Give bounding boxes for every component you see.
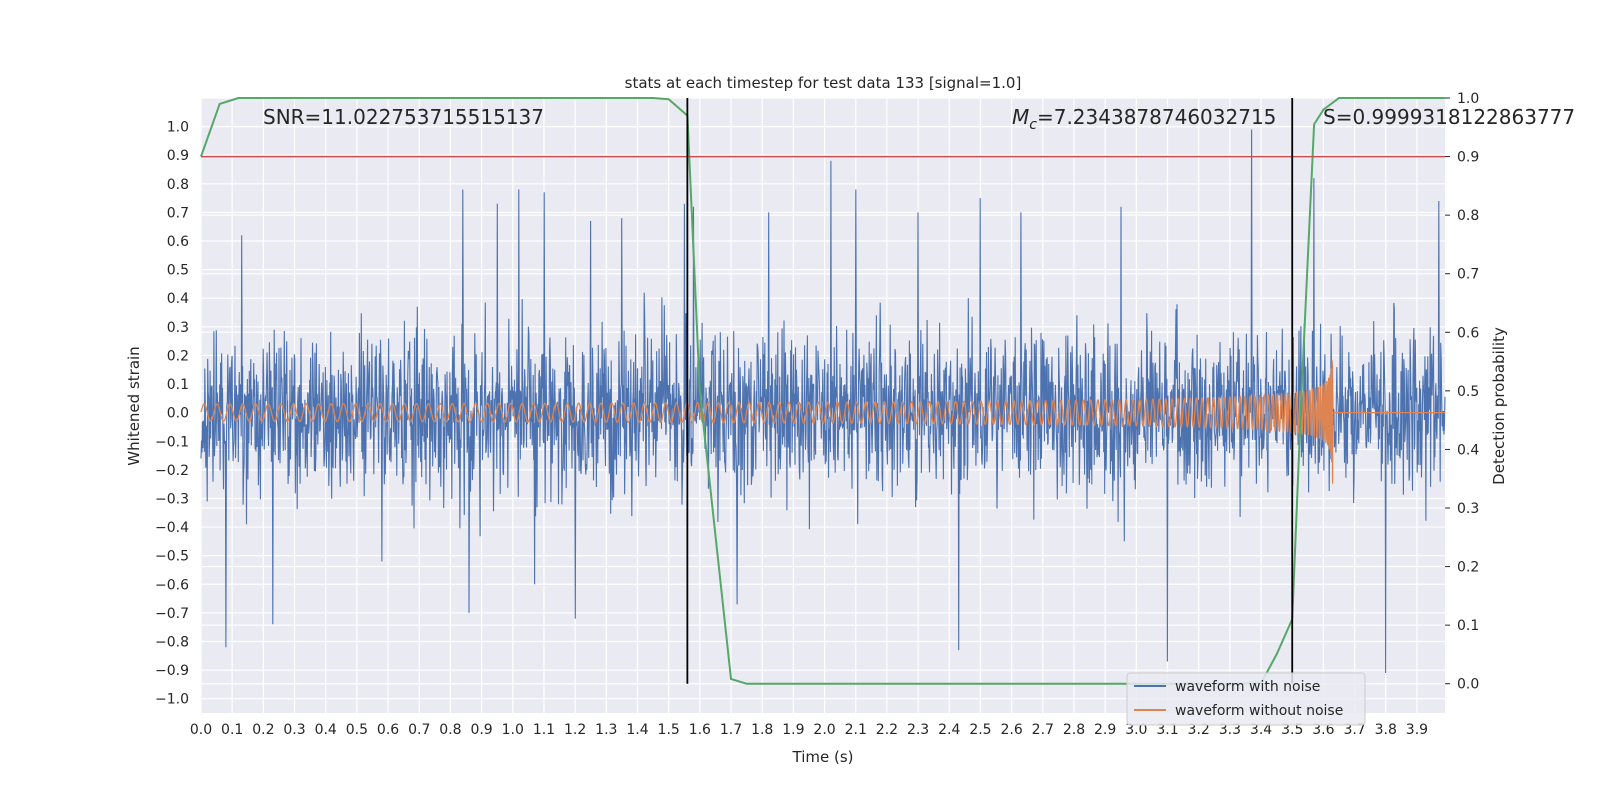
y-tick-label: 0.5	[167, 263, 189, 279]
x-axis-ticks: 0.0 0.1 0.2 0.3 0.4 0.5 0.6 0.7 0.8 0.9 1.0 1.1 1.2 1…	[190, 722, 1428, 738]
y2-tick-label: 0.5	[1457, 384, 1479, 400]
y2-tick-label: 0.8	[1457, 208, 1479, 224]
x-tick-label: 1.1	[533, 722, 555, 738]
y-tick-label: 0.2	[167, 348, 189, 364]
y-tick-label: −0.9	[155, 663, 189, 679]
noise-waveform-path	[200, 129, 1446, 674]
x-tick-label: 0.3	[283, 722, 305, 738]
legend-label-noise: waveform with noise	[1175, 679, 1320, 695]
x-tick-label: 2.6	[1000, 722, 1022, 738]
y2-axis-ticks: 1.0 0.9 0.8 0.7 0.6 0.5 0.4 0.3 0.2 0.1 0.0	[1445, 91, 1479, 693]
y-tick-label: −1.0	[155, 692, 189, 708]
y-tick-label: −0.2	[155, 463, 189, 479]
y-tick-label: 1.0	[167, 120, 189, 136]
y-tick-label: 0.1	[167, 377, 189, 393]
x-tick-label: 1.6	[689, 722, 711, 738]
y2-tick-label: 0.7	[1457, 267, 1479, 283]
x-tick-label: 2.7	[1032, 722, 1054, 738]
y-tick-label: 0.0	[167, 406, 189, 422]
legend-label-clean: waveform without noise	[1175, 703, 1343, 719]
series-waveform-without-noise	[200, 360, 1445, 484]
x-tick-label: 1.2	[564, 722, 586, 738]
y2-tick-label: 0.6	[1457, 325, 1479, 341]
y-tick-label: −0.5	[155, 549, 189, 565]
y-tick-label: −0.7	[155, 606, 189, 622]
x-tick-label: 0.9	[470, 722, 492, 738]
x-tick-label: 1.8	[751, 722, 773, 738]
y-axis-ticks: 1.0 0.9 0.8 0.7 0.6 0.5 0.4 0.3 0.2 0.1 0.0 −0.1 −0.…	[155, 120, 189, 708]
y-tick-label: 0.4	[167, 291, 189, 307]
y2-tick-label: 0.3	[1457, 501, 1479, 517]
y-tick-label: 0.9	[167, 148, 189, 164]
mc-symbol: M	[1012, 105, 1029, 129]
y-tick-label: 0.3	[167, 320, 189, 336]
x-tick-label: 1.4	[626, 722, 648, 738]
x-tick-label: 0.4	[315, 722, 337, 738]
y2-tick-label: 0.0	[1457, 677, 1479, 693]
y-tick-label: 0.6	[167, 234, 189, 250]
x-tick-label: 1.3	[595, 722, 617, 738]
y2-axis-label: Detection probability	[1490, 327, 1508, 485]
x-tick-label: 2.2	[876, 722, 898, 738]
chart-title: stats at each timestep for test data 133…	[625, 74, 1022, 92]
x-tick-label: 3.5	[1281, 722, 1303, 738]
x-tick-label: 1.5	[658, 722, 680, 738]
x-tick-label: 2.3	[907, 722, 929, 738]
clean-waveform-path	[200, 360, 1445, 484]
x-tick-label: 3.1	[1156, 722, 1178, 738]
x-tick-label: 3.3	[1219, 722, 1241, 738]
mc-subscript: c	[1029, 117, 1037, 133]
x-tick-label: 1.9	[782, 722, 804, 738]
x-tick-label: 2.9	[1094, 722, 1116, 738]
y-tick-label: 0.8	[167, 177, 189, 193]
x-tick-label: 2.8	[1063, 722, 1085, 738]
x-tick-label: 3.2	[1188, 722, 1210, 738]
x-tick-label: 0.2	[252, 722, 274, 738]
x-tick-label: 2.5	[969, 722, 991, 738]
x-axis-label: Time (s)	[792, 748, 854, 766]
y-tick-label: −0.6	[155, 577, 189, 593]
y2-tick-label: 0.2	[1457, 560, 1479, 576]
x-tick-label: 0.6	[377, 722, 399, 738]
y-tick-label: −0.4	[155, 520, 189, 536]
x-tick-label: 0.5	[346, 722, 368, 738]
y2-tick-label: 0.9	[1457, 150, 1479, 166]
y-tick-label: 0.7	[167, 205, 189, 221]
x-tick-label: 1.7	[720, 722, 742, 738]
x-tick-label: 2.0	[813, 722, 835, 738]
y-tick-label: −0.8	[155, 634, 189, 650]
mc-value: =7.2343878746032715	[1037, 105, 1276, 129]
x-tick-label: 0.7	[408, 722, 430, 738]
x-tick-label: 0.0	[190, 722, 212, 738]
x-tick-label: 3.8	[1375, 722, 1397, 738]
snr-annotation: SNR=11.022753715515137	[263, 105, 544, 129]
y2-tick-label: 0.1	[1457, 618, 1479, 634]
legend: waveform with noise waveform without noi…	[1126, 672, 1366, 726]
y2-tick-label: 0.4	[1457, 442, 1479, 458]
y-tick-label: −0.3	[155, 491, 189, 507]
x-tick-label: 1.0	[502, 722, 524, 738]
s-annotation: S=0.9999318122863777	[1323, 105, 1575, 129]
x-tick-label: 2.1	[845, 722, 867, 738]
series-detection-probability	[200, 97, 1445, 685]
x-tick-label: 3.7	[1343, 722, 1365, 738]
y-axis-label: Whitened strain	[125, 346, 143, 465]
legend-box	[1126, 672, 1366, 726]
x-tick-label: 2.4	[938, 722, 960, 738]
x-tick-label: 0.8	[439, 722, 461, 738]
series-waveform-with-noise	[200, 129, 1446, 674]
detection-probability-path	[200, 97, 1445, 685]
y2-tick-label: 1.0	[1457, 91, 1479, 107]
mc-annotation: Mc=7.2343878746032715	[1012, 105, 1276, 133]
y-tick-label: −0.1	[155, 434, 189, 450]
x-tick-label: 0.1	[221, 722, 243, 738]
x-tick-label: 3.9	[1406, 722, 1428, 738]
x-tick-label: 3.6	[1312, 722, 1334, 738]
x-tick-label: 3.0	[1125, 722, 1147, 738]
x-tick-label: 3.4	[1250, 722, 1272, 738]
chart-marks	[201, 98, 1445, 684]
